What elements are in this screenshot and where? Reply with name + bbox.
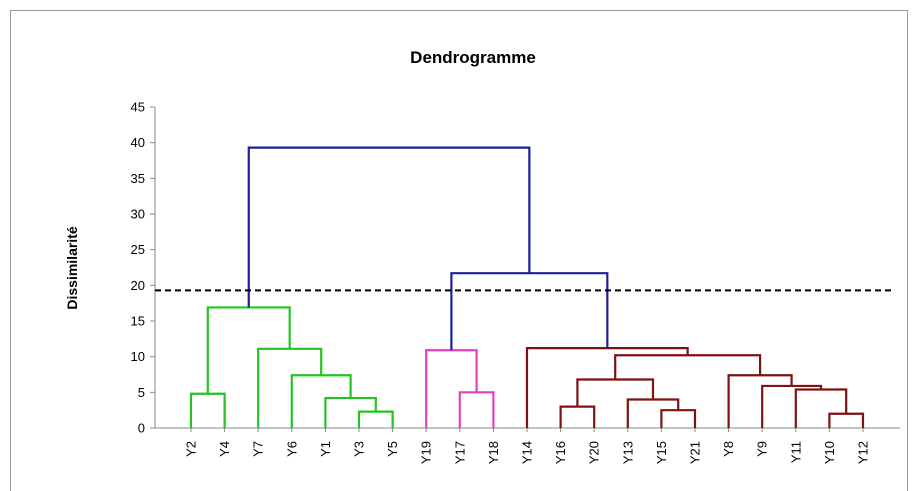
leaf-label: Y16 (553, 441, 568, 464)
leaf-label: Y21 (688, 441, 703, 464)
y-tick-label: 5 (138, 385, 145, 400)
y-tick-label: 40 (131, 135, 145, 150)
leaf-label: Y19 (419, 441, 434, 464)
dendrogram-link (247, 146, 531, 308)
leaf-label: Y2 (184, 441, 199, 457)
leaf-label: Y14 (520, 441, 535, 464)
leaf-label: Y15 (654, 441, 669, 464)
dendrogram-link (450, 272, 609, 351)
leaf-label: Y10 (822, 441, 837, 464)
leaf-label: Y11 (788, 441, 803, 463)
y-tick-label: 25 (131, 242, 145, 257)
dendrogram-link (525, 347, 689, 428)
y-tick-label: 15 (131, 314, 145, 329)
leaf-label: Y17 (452, 441, 467, 464)
y-tick-label: 35 (131, 171, 145, 186)
dendrogram-link (660, 409, 697, 428)
dendrogram-link (626, 398, 680, 428)
chart-title: Dendrogramme (410, 48, 536, 67)
y-axis-label: Dissimilarité (64, 226, 80, 309)
y-tick-label: 0 (138, 421, 145, 436)
leaf-label: Y20 (587, 441, 602, 464)
leaf-label: Y6 (284, 441, 299, 457)
y-tick-label: 20 (131, 278, 145, 293)
leaf-label: Y4 (217, 441, 232, 457)
leaf-label: Y7 (251, 441, 266, 457)
leaf-label: Y12 (856, 441, 871, 464)
y-tick-label: 10 (131, 349, 145, 364)
leaf-label: Y18 (486, 441, 501, 464)
leaf-label: Y5 (385, 441, 400, 457)
y-tick-label: 30 (131, 207, 145, 222)
dendrogram-link (206, 306, 291, 394)
y-tick-label: 45 (131, 100, 145, 115)
leaf-label: Y13 (620, 441, 635, 464)
leaf-label: Y8 (721, 441, 736, 457)
dendrogram-link (425, 349, 478, 428)
leaf-label: Y3 (352, 441, 367, 457)
leaf-label: Y1 (318, 441, 333, 457)
leaf-label: Y9 (755, 441, 770, 457)
